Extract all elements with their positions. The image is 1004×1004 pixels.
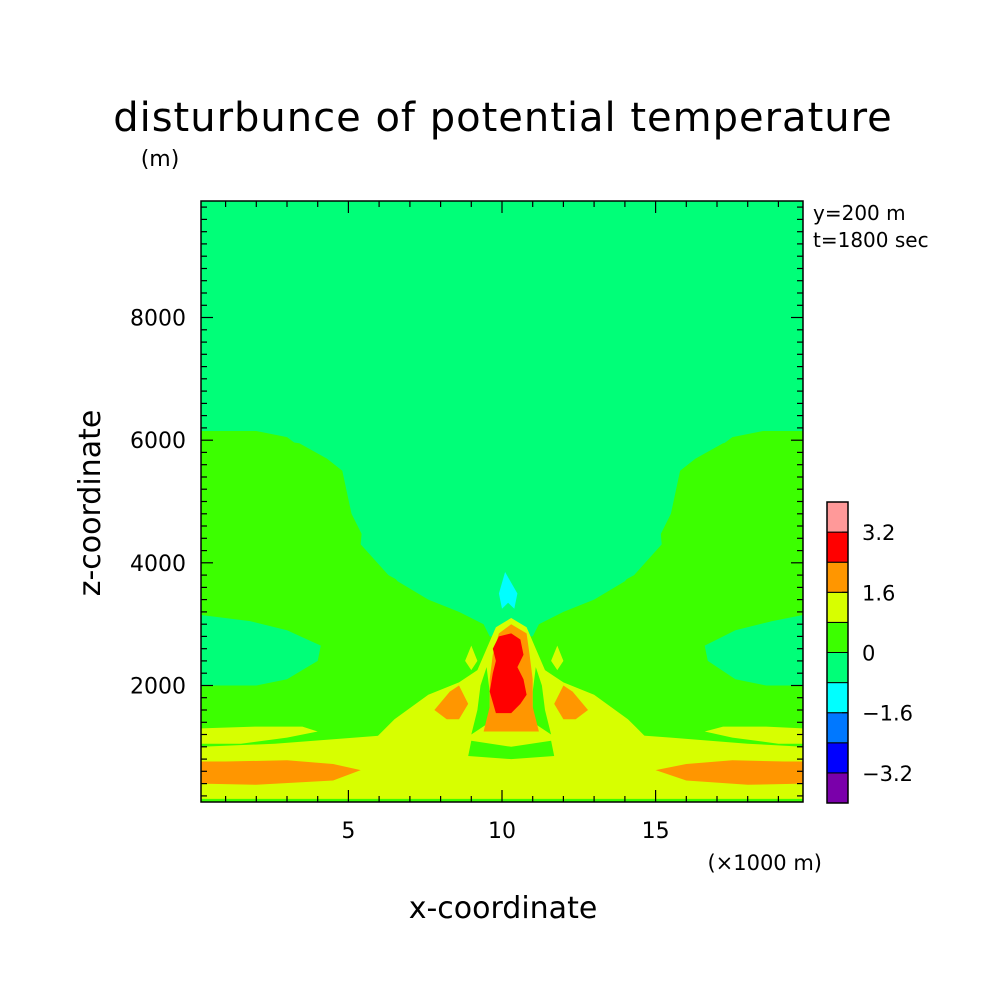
colorbar-tick-label: −3.2 <box>862 762 913 786</box>
annotation-t: t=1800 sec <box>813 228 929 252</box>
contour-region-17 <box>201 760 361 785</box>
contour-region-18 <box>655 760 803 785</box>
contour-region-7 <box>201 722 803 802</box>
y-tick-label: 4000 <box>130 552 186 577</box>
colorbar-swatch <box>826 621 849 654</box>
contour-region-8 <box>201 726 318 744</box>
contour-region-2 <box>373 210 656 434</box>
colorbar-swatch <box>826 591 849 623</box>
colorbar: 3.2 1.6 0 −1.6 −3.2 <box>826 501 913 804</box>
contour-region-15 <box>471 667 490 735</box>
x-tick-label: 5 <box>341 819 355 844</box>
colorbar-swatch <box>826 712 849 744</box>
contour-region-11 <box>465 645 478 671</box>
contour-region-20 <box>434 685 469 720</box>
colorbar-swatch <box>826 501 849 533</box>
y-tick-label: 6000 <box>130 429 186 454</box>
contour-region-16 <box>532 667 552 735</box>
colorbar-swatch <box>826 772 849 804</box>
colorbar-swatch <box>826 652 849 684</box>
contour-region-21 <box>554 685 588 720</box>
contour-region-9 <box>704 726 803 744</box>
colorbar-tick-label: 1.6 <box>862 581 895 605</box>
colorbar-tick-label: −1.6 <box>862 702 913 726</box>
contour-region-22 <box>489 633 527 714</box>
contour-region-1 <box>201 437 803 741</box>
contour-region-12 <box>551 645 564 671</box>
x-tick-label: 10 <box>488 819 516 844</box>
x-multiplier-label: (×1000 m) <box>707 851 822 875</box>
annotation-y: y=200 m <box>813 201 906 225</box>
title-text: disturbunce of potential temperature <box>113 95 893 141</box>
contour-region-5 <box>704 615 803 686</box>
colorbar-tick-label: 0 <box>862 642 875 666</box>
x-axis-label: x-coordinate <box>409 891 598 926</box>
colorbar-swatch <box>826 682 849 714</box>
axis-tick-labels: 5 10 15 2000 4000 6000 8000 <box>130 307 670 845</box>
y-tick-label: 8000 <box>130 307 186 332</box>
unit-label: (m) <box>141 147 180 172</box>
colorbar-swatch <box>826 561 849 593</box>
plot-area <box>201 201 803 802</box>
colorbar-swatch <box>826 531 849 563</box>
chart-title: disturbunce of potential temperature (m) <box>113 95 893 172</box>
contour-region-14 <box>468 740 555 760</box>
contour-region-3 <box>360 467 662 634</box>
x-tick-label: 15 <box>642 819 670 844</box>
y-tick-label: 2000 <box>130 675 186 700</box>
colorbar-tick-label: 3.2 <box>862 521 895 545</box>
axis-ticks <box>201 201 803 802</box>
contour-region-6 <box>498 572 518 609</box>
y-axis-label: z-coordinate <box>73 410 108 597</box>
colorbar-swatch <box>826 742 849 774</box>
contour-region-4 <box>201 615 321 686</box>
